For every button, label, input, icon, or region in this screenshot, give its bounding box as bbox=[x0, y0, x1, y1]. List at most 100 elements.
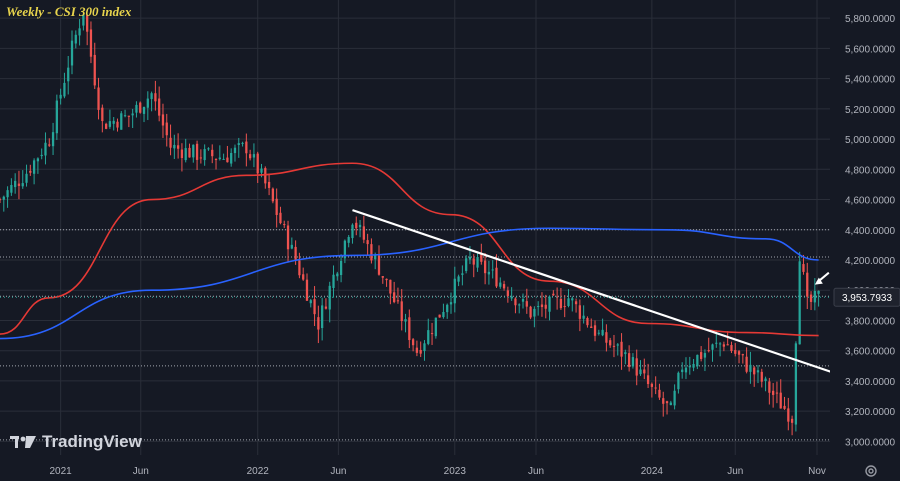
candle-body bbox=[135, 104, 138, 113]
candle-body bbox=[294, 246, 297, 261]
candle-body bbox=[154, 93, 157, 102]
candle-body bbox=[430, 333, 434, 335]
candle-body bbox=[639, 369, 642, 375]
annotation-layer: 3,953.7933 bbox=[0, 271, 900, 307]
candle-body bbox=[313, 299, 316, 315]
candle-body bbox=[347, 237, 350, 243]
candle-body bbox=[48, 144, 51, 146]
candle-body bbox=[67, 67, 70, 82]
candle-body bbox=[195, 143, 199, 160]
candle-body bbox=[29, 170, 32, 173]
candle-body bbox=[756, 370, 760, 373]
candle-body bbox=[609, 340, 612, 346]
y-tick-label: 5,200.0000 bbox=[845, 105, 895, 116]
candle-body bbox=[203, 149, 206, 161]
candle-body bbox=[790, 418, 794, 423]
candle-body bbox=[355, 222, 358, 229]
candle-series bbox=[0, 13, 820, 436]
candle-body bbox=[317, 317, 320, 330]
candle-body bbox=[741, 354, 744, 356]
candle-body bbox=[658, 389, 661, 398]
candle-body bbox=[55, 100, 58, 134]
moving-averages bbox=[0, 162, 819, 340]
candle-body bbox=[692, 364, 695, 368]
candle-body bbox=[370, 244, 373, 261]
candle-body bbox=[506, 290, 509, 297]
candle-body bbox=[51, 132, 55, 147]
gear-icon[interactable] bbox=[864, 464, 878, 478]
candle-body bbox=[146, 98, 149, 108]
candle-body bbox=[150, 93, 153, 100]
candle-body bbox=[502, 284, 506, 289]
candle-body bbox=[86, 15, 89, 32]
tradingview-logo-icon bbox=[10, 434, 36, 450]
candle-body bbox=[89, 29, 93, 57]
candle-body bbox=[36, 158, 40, 162]
candle-body bbox=[529, 306, 532, 318]
candle-body bbox=[635, 358, 638, 376]
candle-body bbox=[233, 147, 237, 154]
tradingview-logo[interactable]: TradingView bbox=[10, 432, 142, 452]
x-tick-label: Jun bbox=[727, 466, 743, 477]
candle-body bbox=[567, 298, 570, 306]
chart-title: Weekly - CSI 300 index bbox=[6, 4, 132, 19]
candle-body bbox=[817, 290, 820, 294]
candle-body bbox=[165, 122, 168, 136]
candle-body bbox=[252, 154, 256, 158]
candle-body bbox=[10, 185, 13, 193]
candle-body bbox=[142, 106, 146, 114]
time-axis[interactable]: 2021 Jun 2022 Jun 2023 Jun 2024 Jun Nov bbox=[0, 455, 900, 481]
candle-body bbox=[768, 381, 771, 393]
candle-body bbox=[809, 294, 813, 302]
candle-body bbox=[286, 225, 290, 250]
candle-body bbox=[40, 154, 43, 157]
y-tick-label: 4,600.0000 bbox=[845, 196, 895, 207]
candle-body bbox=[518, 304, 521, 306]
candle-body bbox=[646, 375, 650, 385]
candle-body bbox=[260, 168, 263, 173]
candle-body bbox=[775, 392, 779, 394]
candle-body bbox=[677, 372, 680, 390]
candle-body bbox=[601, 329, 604, 336]
candle-body bbox=[745, 356, 748, 372]
candle-body bbox=[226, 157, 229, 163]
candle-body bbox=[199, 157, 203, 159]
candle-body bbox=[453, 278, 456, 304]
candle-body bbox=[749, 364, 752, 372]
candle-body bbox=[472, 258, 475, 265]
candle-body bbox=[684, 367, 688, 373]
candle-body bbox=[798, 261, 801, 345]
candle-body bbox=[737, 351, 741, 355]
candle-body bbox=[514, 298, 517, 306]
candle-body bbox=[787, 408, 790, 422]
candle-body bbox=[612, 345, 616, 347]
candle-body bbox=[753, 367, 756, 375]
candle-body bbox=[184, 148, 187, 161]
candle-body bbox=[108, 121, 112, 127]
trendline-layer[interactable] bbox=[352, 209, 841, 376]
candle-body bbox=[127, 115, 130, 117]
candle-body bbox=[214, 159, 218, 161]
candle-body bbox=[419, 349, 422, 354]
candle-body bbox=[578, 305, 581, 319]
candle-body bbox=[495, 267, 498, 287]
candle-body bbox=[711, 344, 714, 350]
candle-body bbox=[525, 301, 528, 307]
candle-body bbox=[0, 199, 2, 201]
candle-body bbox=[343, 240, 347, 259]
x-tick-label: 2022 bbox=[247, 466, 270, 477]
candle-body bbox=[218, 157, 221, 160]
y-tick-label: 3,800.0000 bbox=[845, 316, 895, 327]
y-tick-label: 4,400.0000 bbox=[845, 226, 895, 237]
candle-body bbox=[328, 285, 331, 310]
candle-body bbox=[93, 54, 96, 86]
candle-body bbox=[616, 344, 619, 346]
y-tick-label: 5,800.0000 bbox=[845, 14, 895, 25]
price-axis[interactable]: 5,800.0000 5,600.0000 5,400.0000 5,200.0000… bbox=[830, 0, 900, 481]
candle-body bbox=[211, 149, 214, 157]
candle-body bbox=[434, 317, 437, 337]
candle-body bbox=[123, 115, 127, 117]
candle-body bbox=[438, 314, 441, 318]
candle-body bbox=[707, 350, 710, 352]
